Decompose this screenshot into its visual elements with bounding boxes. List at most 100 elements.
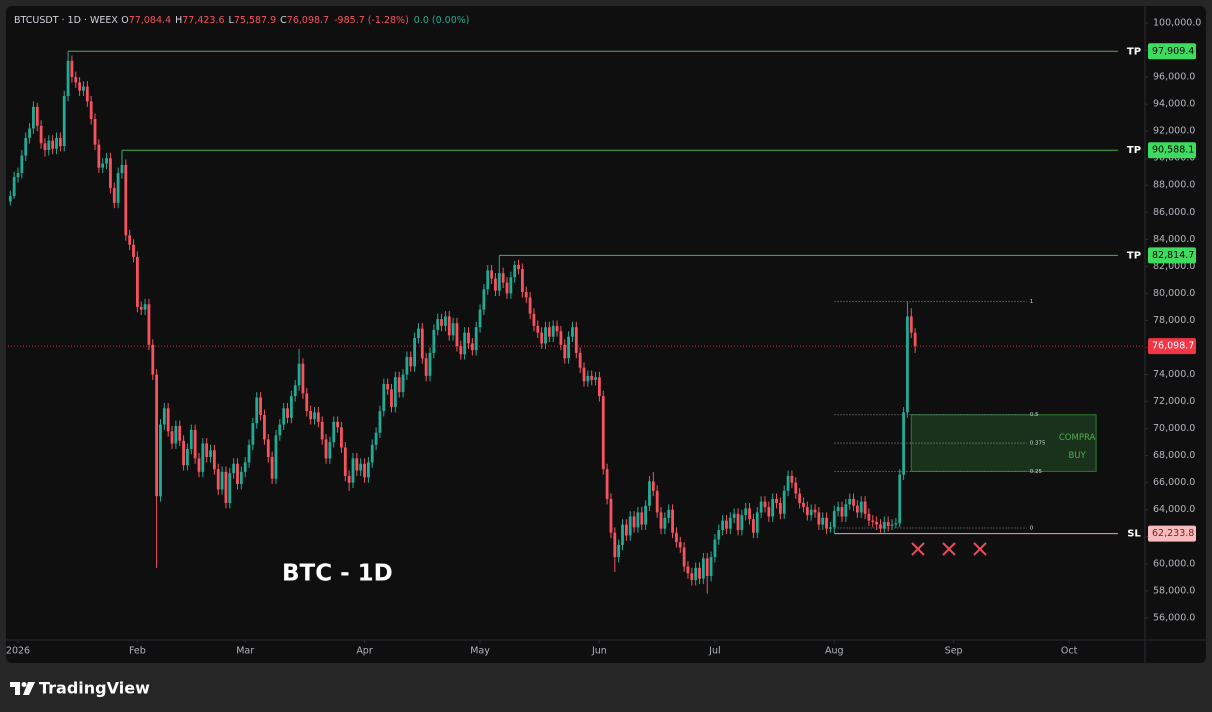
y-tick-label: 82,000.0 <box>1153 261 1195 272</box>
candle-body <box>521 269 524 293</box>
candle-body <box>282 408 286 425</box>
logo-mark <box>23 682 35 695</box>
candle-body <box>582 367 586 382</box>
candle-body <box>182 440 185 466</box>
candle-body <box>243 462 247 472</box>
candle-body <box>374 432 378 445</box>
candle-body <box>193 429 197 459</box>
candle-body <box>390 389 393 407</box>
candle-body <box>405 356 409 375</box>
candle-body <box>467 332 470 344</box>
candle-body <box>32 106 35 129</box>
fib-label: 1 <box>1030 299 1034 305</box>
candle-body <box>301 363 305 394</box>
candle-body <box>297 363 301 386</box>
candle-body <box>197 458 201 472</box>
candle-body <box>551 325 555 337</box>
level-name: TP <box>1127 145 1141 156</box>
candle-body <box>316 412 320 422</box>
price-tag <box>1148 43 1196 60</box>
candle-body <box>82 86 85 91</box>
candle-body <box>536 325 540 333</box>
candle-body <box>424 358 428 376</box>
x-tick-label: 2026 <box>6 646 30 657</box>
candle-body <box>821 517 825 525</box>
candle-body <box>767 507 771 517</box>
y-tick-label: 84,000.0 <box>1153 234 1195 245</box>
x-tick-label: Jun <box>591 646 607 657</box>
y-tick-label: 66,000.0 <box>1153 477 1195 488</box>
candle-body <box>644 505 648 525</box>
candle-body <box>517 265 520 270</box>
candle-body <box>186 448 189 466</box>
x-tick-label: Sep <box>945 646 963 657</box>
legend-key: H <box>175 15 182 26</box>
candle-body <box>51 140 55 149</box>
y-tick-label: 88,000.0 <box>1153 180 1195 191</box>
candle-body <box>35 106 39 126</box>
candle-body <box>640 512 644 525</box>
candle-body <box>336 421 339 428</box>
candle-body <box>347 475 351 483</box>
candle-body <box>713 539 717 558</box>
candle-body <box>162 408 166 425</box>
candle-body <box>902 412 905 475</box>
last-price-tag <box>1148 338 1196 355</box>
candle-body <box>802 502 805 508</box>
y-tick-label: 68,000.0 <box>1153 450 1195 461</box>
candle-body <box>470 343 474 351</box>
candle-body <box>132 244 135 257</box>
candle-body <box>728 517 732 529</box>
y-tick-label: 96,000.0 <box>1153 72 1195 83</box>
candle-body <box>451 323 455 336</box>
candle-body <box>47 140 51 151</box>
candle-body <box>128 235 132 245</box>
candle-body <box>351 458 355 483</box>
candle-body <box>567 336 571 359</box>
legend-value: 76,098.7 <box>287 15 329 26</box>
candle-body <box>266 439 270 457</box>
candle-body <box>875 521 879 525</box>
candle-body <box>898 474 902 524</box>
candle-body <box>636 512 640 528</box>
candle-body <box>844 504 848 517</box>
candle-body <box>205 443 209 457</box>
price-tag-label: 97,909.4 <box>1152 46 1194 57</box>
candle-body <box>236 463 239 485</box>
candle-body <box>613 532 617 558</box>
candle-body <box>740 515 744 530</box>
candle-body <box>478 309 482 328</box>
price-tag-label: 62,233.8 <box>1152 528 1194 539</box>
zone-label: COMPRA <box>1059 433 1096 443</box>
candle-body <box>825 517 828 529</box>
x-tick-label: Mar <box>236 646 254 657</box>
candle-body <box>166 408 170 432</box>
x-tick-label: Oct <box>1061 646 1078 657</box>
candle-body <box>832 511 836 528</box>
candle-body <box>694 567 698 581</box>
candle-body <box>309 411 313 420</box>
candle-body <box>555 325 559 332</box>
legend-change: -985.7 (-1.28%) <box>334 15 409 26</box>
candle-body <box>571 327 574 337</box>
candle-body <box>363 463 366 478</box>
legend-value: 75,587.9 <box>234 15 276 26</box>
price-tag-label: 90,588.1 <box>1152 145 1194 156</box>
candle-body <box>763 501 767 508</box>
candle-body <box>105 158 108 164</box>
candle-body <box>578 352 582 368</box>
candle-body <box>848 498 852 505</box>
candle-body <box>386 383 390 390</box>
candle-body <box>752 519 755 533</box>
candle-body <box>494 278 497 291</box>
candle-body <box>909 316 913 333</box>
y-tick-label: 58,000.0 <box>1153 585 1195 596</box>
candle-body <box>655 490 659 513</box>
candle-body <box>509 277 513 294</box>
candle-body <box>343 447 347 476</box>
candle-body <box>220 471 224 490</box>
y-tick-label: 92,000.0 <box>1153 126 1195 137</box>
candle-body <box>852 498 855 506</box>
candle-body <box>289 396 293 418</box>
candle-body <box>782 490 786 514</box>
